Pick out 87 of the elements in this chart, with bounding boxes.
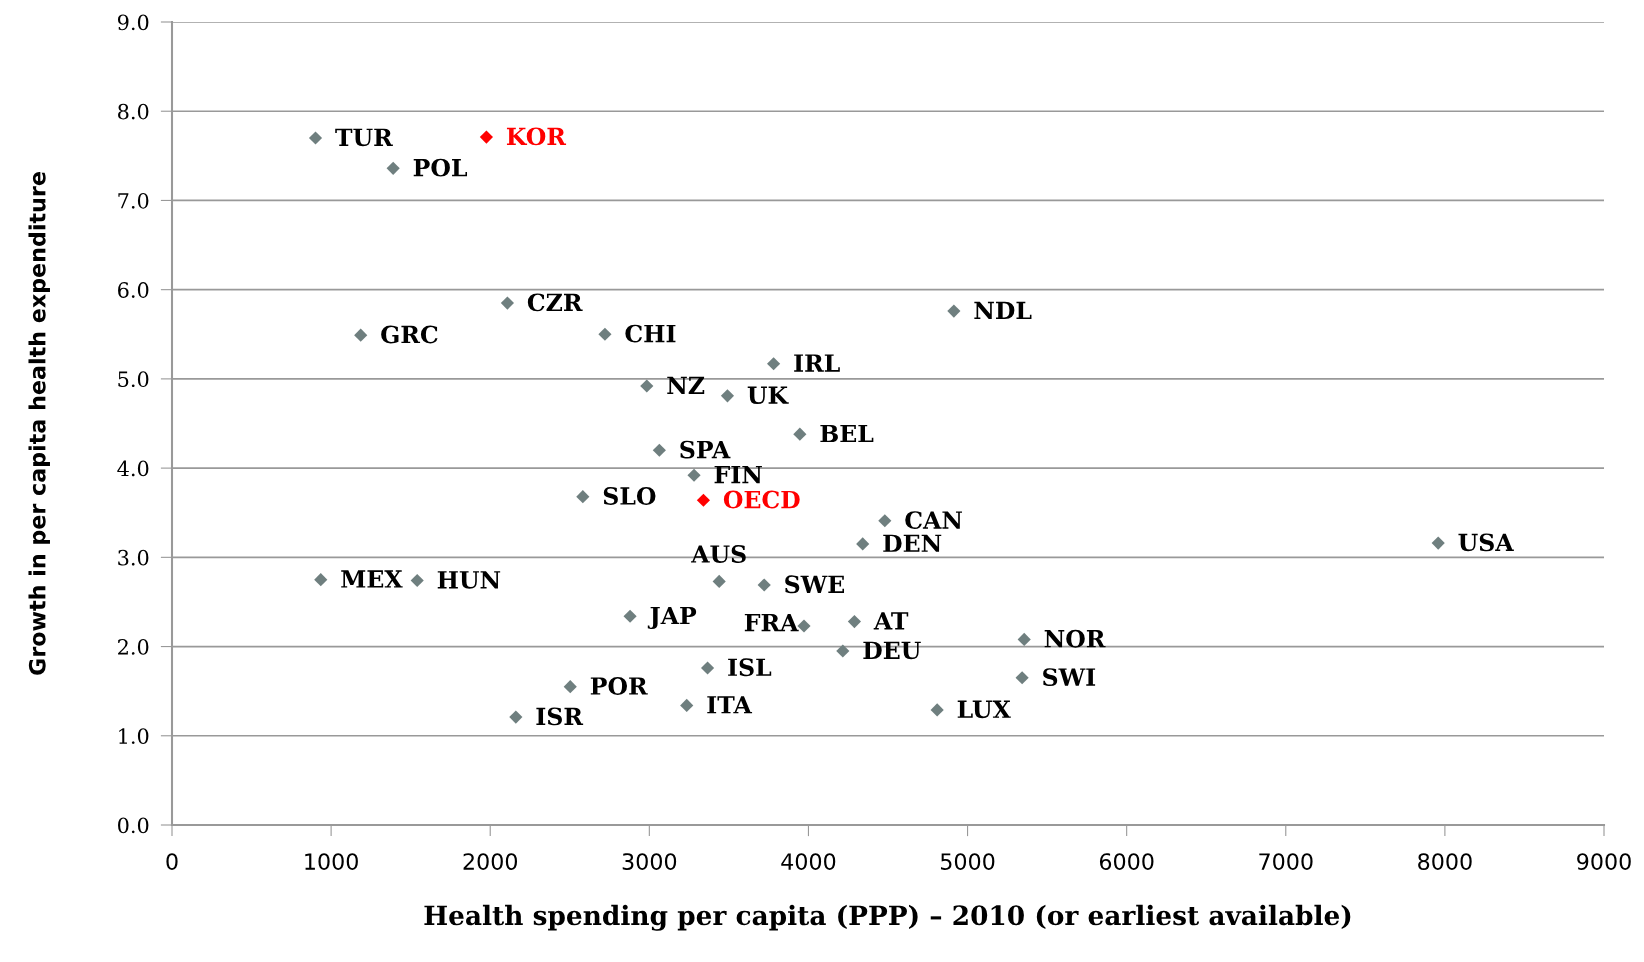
point xyxy=(576,490,590,504)
point xyxy=(847,614,862,629)
point xyxy=(598,327,612,341)
x-tick-label: 9000 xyxy=(1577,853,1631,870)
annotation: CAN xyxy=(905,511,963,529)
point xyxy=(680,698,694,713)
point xyxy=(767,357,781,371)
annotation: IRL xyxy=(794,354,840,372)
annotation: SWE xyxy=(785,575,845,594)
point xyxy=(623,609,637,623)
annotation: AUS xyxy=(691,545,746,563)
point xyxy=(563,680,577,694)
y-tick-label: 9.0 xyxy=(117,14,149,31)
annotation: SWI xyxy=(1043,668,1096,687)
point xyxy=(1017,632,1031,647)
annotation: POL xyxy=(413,158,468,177)
annotation: GRC xyxy=(381,325,438,344)
point xyxy=(856,537,870,551)
annotation: AT xyxy=(873,612,909,630)
y-tick-label: 6.0 xyxy=(118,282,149,298)
point xyxy=(314,573,328,587)
y-tick-label: 4.0 xyxy=(117,460,149,477)
point xyxy=(687,468,701,482)
x-tick-label: 6000 xyxy=(1099,853,1154,870)
annotation: LUX xyxy=(957,700,1011,719)
y-tick-label: 3.0 xyxy=(118,549,149,566)
y-axis-title: Growth in per capita health expenditure xyxy=(28,172,50,675)
annotation: NZ xyxy=(667,376,705,394)
point xyxy=(386,161,400,175)
point xyxy=(757,578,771,592)
y-tick-label: 1.0 xyxy=(119,728,149,744)
y-tick-label: 2.0 xyxy=(118,639,149,655)
annotation: USA xyxy=(1458,533,1514,552)
annotation: DEU xyxy=(863,641,921,660)
point xyxy=(947,304,961,318)
x-tick-label: 1000 xyxy=(305,853,358,870)
annotation: ISR xyxy=(536,707,584,726)
annotation: JAP xyxy=(647,606,697,630)
point xyxy=(836,644,850,658)
point xyxy=(640,379,654,393)
annotation: OECD xyxy=(723,490,800,509)
annotation: ITA xyxy=(707,696,753,714)
y-tick-label: 7.0 xyxy=(118,192,149,209)
x-tick-label: 8000 xyxy=(1418,853,1472,870)
point xyxy=(1431,536,1445,550)
point xyxy=(793,427,807,441)
annotation: MEX xyxy=(341,570,403,588)
point xyxy=(930,703,944,717)
x-tick-label: 2000 xyxy=(463,853,518,870)
y-tick-label: 8.0 xyxy=(118,103,149,120)
y-tick-label: 5.0 xyxy=(118,371,149,388)
annotation: DEN xyxy=(883,534,942,552)
point xyxy=(479,130,493,144)
point xyxy=(308,131,323,145)
point xyxy=(700,661,715,675)
x-tick-label: 4000 xyxy=(781,853,836,870)
annotation: FIN xyxy=(714,465,762,484)
point xyxy=(1015,671,1029,685)
annotation: SPA xyxy=(680,440,731,459)
point xyxy=(652,443,666,457)
annotation: NDL xyxy=(974,301,1032,319)
point xyxy=(410,573,424,588)
annotation: BEL xyxy=(820,424,874,443)
annotation: CHI xyxy=(625,324,676,343)
point xyxy=(696,493,711,507)
annotation: SLO xyxy=(603,487,656,505)
annotation: UK xyxy=(747,386,789,405)
annotation: HUN xyxy=(437,571,501,589)
annotation: TUR xyxy=(335,128,393,147)
x-axis-title: Health spending per capita (PPP) – 2010 (or earliest available) xyxy=(424,904,1351,931)
y-tick-label: 0.0 xyxy=(118,817,149,834)
point xyxy=(500,296,514,310)
x-tick-label: 0 xyxy=(166,853,178,870)
x-tick-label: 5000 xyxy=(940,853,995,870)
annotation: POR xyxy=(590,677,648,695)
annotation: ISL xyxy=(728,658,772,677)
point xyxy=(712,574,726,589)
point xyxy=(878,514,892,528)
annotation: CZR xyxy=(527,293,583,312)
point xyxy=(354,328,368,342)
annotation: FRA xyxy=(744,613,799,632)
annotation: KOR xyxy=(506,127,567,146)
x-tick-label: 3000 xyxy=(622,853,677,870)
point xyxy=(720,389,735,403)
annotation: NOR xyxy=(1044,629,1106,648)
point xyxy=(509,710,523,724)
x-tick-label: 7000 xyxy=(1259,853,1313,870)
